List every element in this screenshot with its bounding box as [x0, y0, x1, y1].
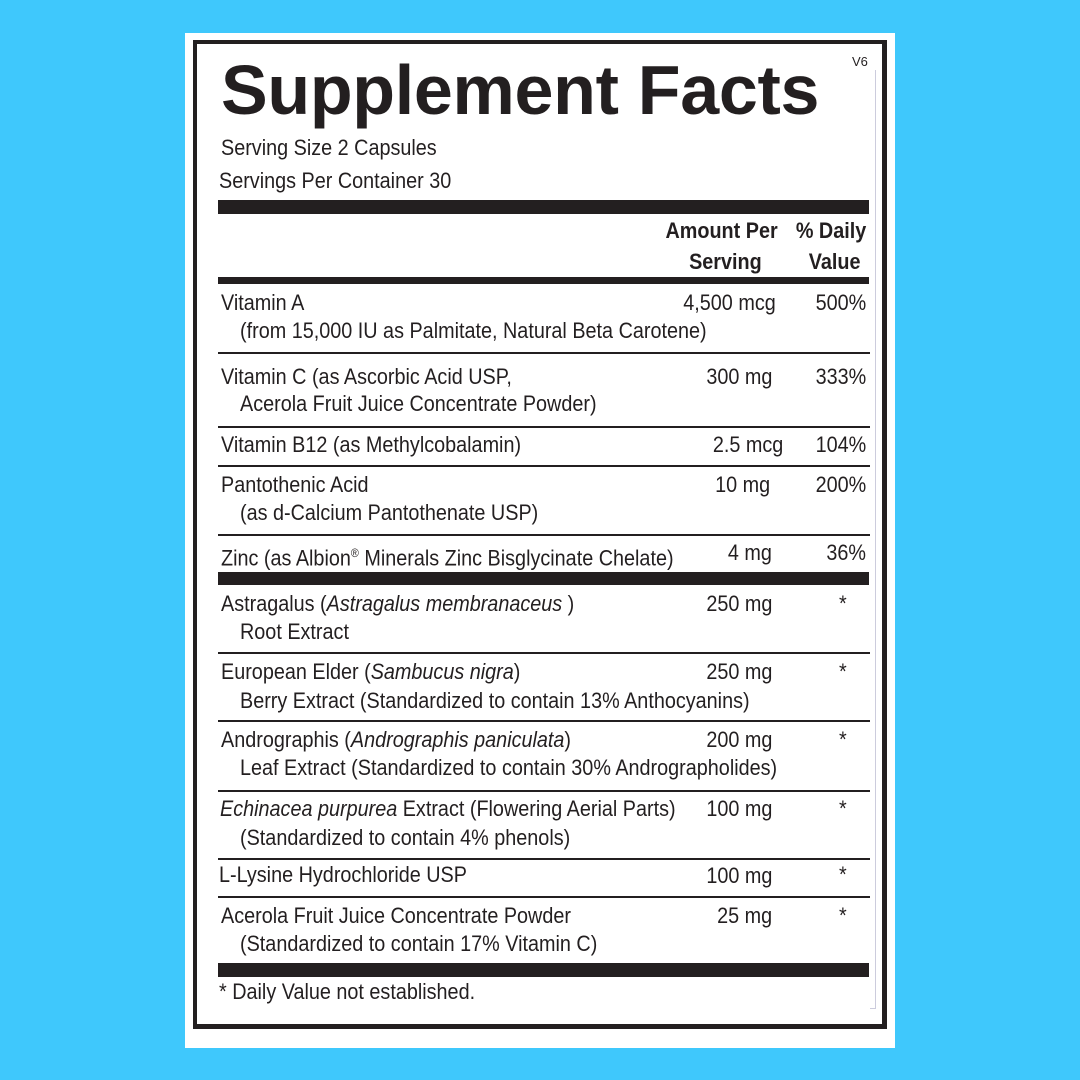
ingredient-detail: Leaf Extract (Standardized to contain 30… — [240, 755, 778, 780]
name-text: Zinc (as Albion — [221, 545, 351, 571]
nutrient-name: Zinc (as Albion® Minerals Zinc Bisglycin… — [221, 541, 674, 570]
thin-divider — [218, 426, 870, 428]
ingredient-detail: Root Extract — [240, 619, 349, 644]
servings-per-container: Servings Per Container 30 — [219, 168, 452, 193]
nutrient-dv: 500% — [815, 290, 866, 315]
nutrient-amount: 2.5 mcg — [712, 432, 783, 457]
ingredient-amount: 100 mg — [705, 863, 772, 888]
thin-divider — [218, 534, 870, 536]
nutrient-name: Vitamin A — [221, 290, 305, 315]
ingredient-name: Acerola Fruit Juice Concentrate Powder — [221, 903, 571, 928]
nutrient-amount: 300 mg — [705, 364, 772, 389]
ingredient-amount: 250 mg — [705, 591, 772, 616]
nutrient-amount: 4,500 mcg — [683, 290, 776, 315]
nutrient-amount: 10 mg — [714, 472, 770, 497]
footnote: * Daily Value not established. — [219, 979, 476, 1004]
ingredient-detail: Berry Extract (Standardized to contain 1… — [240, 688, 750, 713]
ingredient-amount: 100 mg — [705, 796, 772, 821]
ingredient-amount: 200 mg — [705, 727, 772, 752]
ingredient-dv: * — [839, 659, 847, 684]
header-dv-line2: Value — [808, 249, 860, 274]
header-dv-line1: % Daily — [795, 218, 866, 243]
thin-divider — [218, 896, 870, 898]
ingredient-name: Echinacea purpurea Extract (Flowering Ae… — [220, 796, 676, 821]
nutrient-detail: (from 15,000 IU as Palmitate, Natural Be… — [240, 318, 707, 343]
nutrient-name: Vitamin C (as Ascorbic Acid USP, — [221, 364, 512, 389]
frame-shadow — [870, 70, 876, 1009]
ingredient-detail: (Standardized to contain 4% phenols) — [240, 825, 571, 850]
thin-divider — [218, 465, 870, 467]
nutrient-name: Vitamin B12 (as Methylcobalamin) — [221, 432, 522, 457]
thin-divider — [218, 858, 870, 860]
nutrient-detail: Acerola Fruit Juice Concentrate Powder) — [240, 391, 597, 416]
thin-divider — [218, 720, 870, 722]
ingredient-amount: 250 mg — [705, 659, 772, 684]
ingredient-dv: * — [839, 591, 847, 616]
nutrient-amount: 4 mg — [727, 540, 772, 565]
thick-divider — [218, 200, 869, 214]
ingredient-amount: 25 mg — [716, 903, 772, 928]
registered-mark: ® — [350, 546, 359, 560]
ingredient-name: Astragalus (Astragalus membranaceus ) — [221, 591, 575, 616]
ingredient-dv: * — [839, 796, 847, 821]
version-tag: V6 — [852, 54, 868, 69]
name-text: Minerals Zinc Bisglycinate Chelate) — [358, 545, 674, 571]
header-amount-line1: Amount Per — [665, 218, 778, 243]
ingredient-name: L-Lysine Hydrochloride USP — [219, 862, 467, 887]
header-amount-line2: Serving — [689, 249, 762, 274]
nutrient-name: Pantothenic Acid — [221, 472, 369, 497]
ingredient-dv: * — [839, 727, 847, 752]
label-title: Supplement Facts — [221, 51, 820, 129]
ingredient-dv: * — [839, 862, 847, 887]
ingredient-dv: * — [839, 903, 847, 928]
nutrient-detail: (as d-Calcium Pantothenate USP) — [240, 500, 539, 525]
ingredient-detail: (Standardized to contain 17% Vitamin C) — [240, 931, 598, 956]
ingredient-name: European Elder (Sambucus nigra) — [221, 659, 521, 684]
nutrient-dv: 200% — [815, 472, 866, 497]
thick-divider — [218, 963, 869, 977]
thin-divider — [218, 790, 870, 792]
thick-divider — [218, 572, 869, 585]
medium-divider — [218, 277, 869, 284]
nutrient-dv: 36% — [826, 540, 866, 565]
ingredient-name: Andrographis (Andrographis paniculata) — [221, 727, 572, 752]
thin-divider — [218, 352, 870, 354]
nutrient-dv: 104% — [815, 432, 866, 457]
label-frame — [193, 40, 887, 1029]
thin-divider — [218, 652, 870, 654]
nutrient-dv: 333% — [815, 364, 866, 389]
serving-size: Serving Size 2 Capsules — [221, 135, 437, 160]
